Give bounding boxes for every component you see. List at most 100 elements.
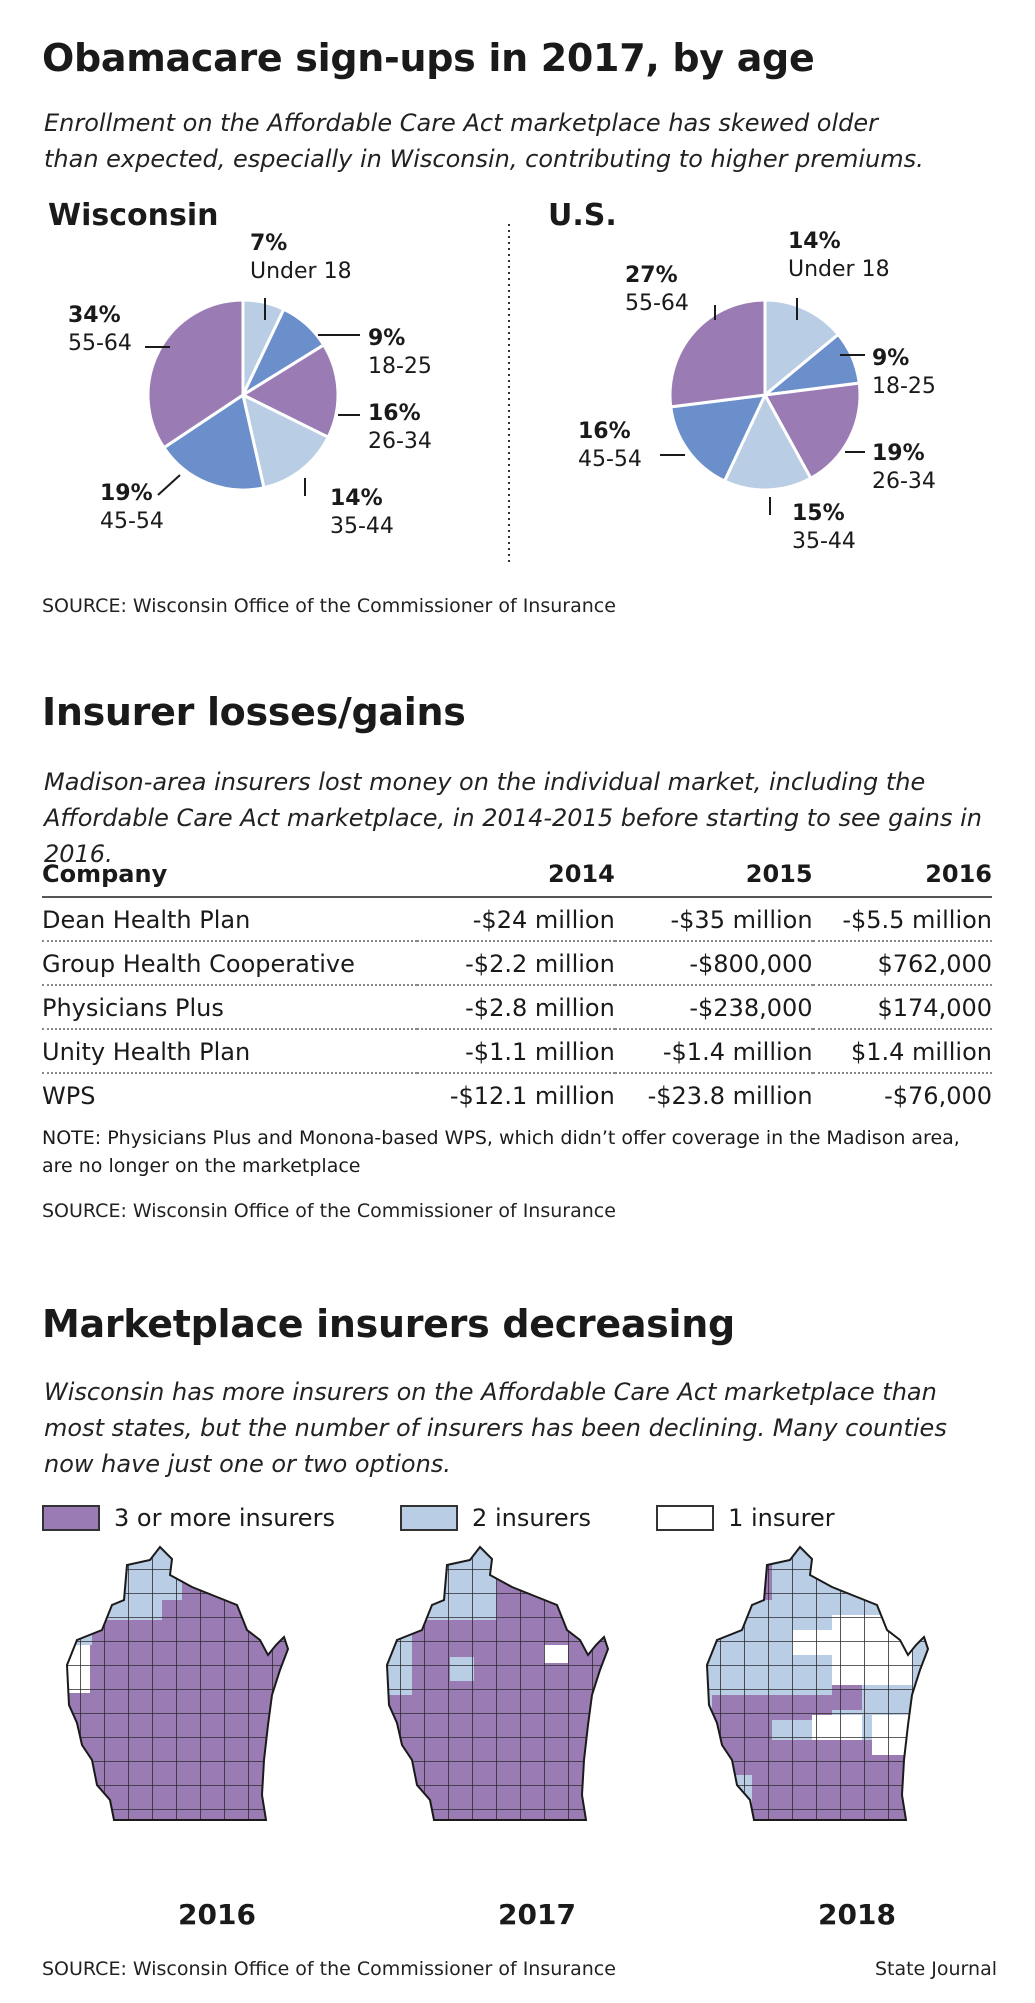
map-year-2017: 2017	[498, 1898, 576, 1931]
value-cell: -$24 million	[417, 897, 615, 942]
table-row: Dean Health Plan -$24 million -$35 milli…	[42, 897, 992, 942]
section2-source: SOURCE: Wisconsin Office of the Commissi…	[42, 1200, 616, 1222]
wisconsin-pie: 7% Under 18 9% 18-25 16% 26-34 14% 35-44 19% 45-5…	[68, 231, 432, 539]
us-pct-label: 9%	[872, 346, 909, 371]
map-year-2018: 2018	[818, 1898, 896, 1931]
us-age-label: 18-25	[872, 374, 936, 399]
legend-swatch-purple	[42, 1505, 100, 1531]
legend-item-3plus: 3 or more insurers	[42, 1504, 335, 1532]
wisconsin-pie-slice-55-64	[146, 298, 245, 450]
legend-swatch-white	[656, 1505, 715, 1531]
wisconsin-age-label: 55-64	[68, 331, 132, 356]
wisconsin-leader-line	[157, 474, 181, 496]
wisconsin-pie-title: Wisconsin	[48, 198, 219, 233]
us-age-label: 55-64	[625, 291, 689, 316]
pie-charts: 7% Under 18 9% 18-25 16% 26-34 14% 35-44 19% 45-5…	[68, 220, 936, 565]
company-cell: Dean Health Plan	[42, 897, 418, 942]
wisconsin-age-label: 35-44	[330, 514, 394, 539]
wisconsin-age-label: 45-54	[100, 509, 164, 534]
company-cell: WPS	[42, 1081, 96, 1110]
company-cell: Unity Health Plan	[42, 1029, 418, 1074]
wisconsin-maps	[65, 1545, 930, 1821]
table-row: WPS -$12.1 million -$23.8 million -$76,0…	[42, 1073, 992, 1116]
wisconsin-age-label: 18-25	[368, 354, 432, 379]
column-header: 2014	[417, 856, 615, 898]
legend-label: 1 insurer	[728, 1504, 835, 1532]
value-cell: -$238,000	[614, 985, 813, 1030]
value-cell: -$2.2 million	[417, 941, 615, 986]
section1-dek: Enrollment on the Affordable Care Act ma…	[44, 105, 924, 177]
value-cell: -$35 million	[614, 897, 813, 942]
us-age-label: 26-34	[872, 469, 936, 494]
legend-item-1: 1 insurer	[656, 1504, 835, 1532]
section3-dek-line3: now have just one or two options.	[44, 1450, 451, 1478]
table-row: Unity Health Plan -$1.1 million -$1.4 mi…	[42, 1029, 992, 1074]
section1-dek-line1: Enrollment on the Affordable Care Act ma…	[44, 109, 879, 137]
wisconsin-pie-slice-35-44	[240, 392, 331, 490]
section3-source: SOURCE: Wisconsin Office of the Commissi…	[42, 1958, 616, 1980]
section1-title: Obamacare sign-ups in 2017, by age	[42, 36, 815, 80]
value-cell: $174,000	[812, 985, 992, 1030]
wisconsin-pct-label: 19%	[100, 481, 153, 506]
value-cell: -$1.1 million	[417, 1029, 615, 1074]
table-row: Group Health Cooperative -$2.2 million -…	[42, 941, 992, 986]
us-pct-label: 19%	[872, 441, 925, 466]
column-header: 2016	[812, 856, 992, 898]
value-cell: $1.4 million	[812, 1029, 992, 1074]
map-2016	[65, 1545, 290, 1821]
wisconsin-age-label: 26-34	[368, 429, 432, 454]
table-header-row: Company 2014 2015 2016	[42, 856, 992, 898]
wisconsin-pie-slice-26-34	[239, 342, 340, 440]
table-row: Physicians Plus -$2.8 million -$238,000 …	[42, 985, 992, 1030]
wisconsin-pie-slice-45-54	[161, 392, 266, 492]
value-cell: -$5.5 million	[812, 897, 992, 942]
us-pct-label: 27%	[625, 263, 678, 288]
insurer-table-wrap: Company 2014 2015 2016 Dean Health Plan …	[42, 856, 992, 1116]
us-pct-label: 14%	[788, 229, 841, 254]
wisconsin-pct-label: 7%	[250, 231, 287, 256]
legend-item-2: 2 insurers	[400, 1504, 591, 1532]
value-cell: -$2.8 million	[417, 985, 615, 1030]
legend-swatch-lightblue	[400, 1505, 459, 1531]
us-pie-slice-26-34	[762, 381, 862, 481]
wisconsin-pct-label: 16%	[368, 401, 421, 426]
insurer-table: Company 2014 2015 2016 Dean Health Plan …	[42, 856, 992, 1116]
us-age-label: 35-44	[792, 529, 856, 554]
map-2018	[705, 1545, 930, 1821]
wisconsin-pct-label: 14%	[330, 486, 383, 511]
section3-dek-line1: Wisconsin has more insurers on the Affor…	[44, 1378, 937, 1406]
value-cell: -$800,000	[614, 941, 813, 986]
legend-label: 3 or more insurers	[114, 1504, 335, 1532]
map-year-2016: 2016	[178, 1898, 256, 1931]
section2-dek-line1: Madison-area insurers lost money on the …	[44, 768, 926, 796]
wisconsin-pct-label: 9%	[368, 326, 405, 351]
us-pie-slice-under-18	[763, 298, 841, 399]
us-age-label: Under 18	[788, 257, 890, 282]
value-cell: -$23.8 million	[647, 1081, 813, 1110]
map-2017	[385, 1545, 610, 1821]
value-cell: -$12.1 million	[449, 1081, 615, 1110]
wisconsin-age-label: Under 18	[250, 259, 352, 284]
us-pie-title: U.S.	[548, 198, 617, 233]
company-cell: Physicians Plus	[42, 985, 418, 1030]
wisconsin-pct-label: 34%	[68, 303, 121, 328]
note-line2: are no longer on the marketplace	[42, 1155, 361, 1177]
us-pie-slice-35-44	[722, 391, 813, 492]
section1-dek-line2: than expected, especially in Wisconsin, …	[44, 145, 924, 173]
credit: State Journal	[874, 1958, 997, 1980]
section2-dek-line2: Affordable Care Act marketplace, in 2014…	[44, 804, 982, 868]
us-pie-slice-55-64	[668, 298, 767, 409]
section2-note: NOTE: Physicians Plus and Monona-based W…	[42, 1124, 960, 1180]
us-pie-slice-45-54	[669, 393, 768, 483]
section2-title: Insurer losses/gains	[42, 690, 466, 734]
us-age-label: 45-54	[578, 447, 642, 472]
value-cell: -$1.4 million	[614, 1029, 813, 1074]
column-header: Company	[42, 856, 418, 898]
company-cell: Group Health Cooperative	[42, 941, 418, 986]
value-cell: -$76,000	[884, 1081, 992, 1110]
section3-title: Marketplace insurers decreasing	[42, 1302, 735, 1346]
section1-source: SOURCE: Wisconsin Office of the Commissi…	[42, 595, 616, 617]
note-line1: NOTE: Physicians Plus and Monona-based W…	[42, 1127, 960, 1149]
map-legend: 3 or more insurers 2 insurers 1 insurer	[42, 1504, 895, 1535]
us-pie: 14% Under 18 9% 18-25 19% 26-34 15% 35-44 16% 45-…	[578, 229, 936, 554]
